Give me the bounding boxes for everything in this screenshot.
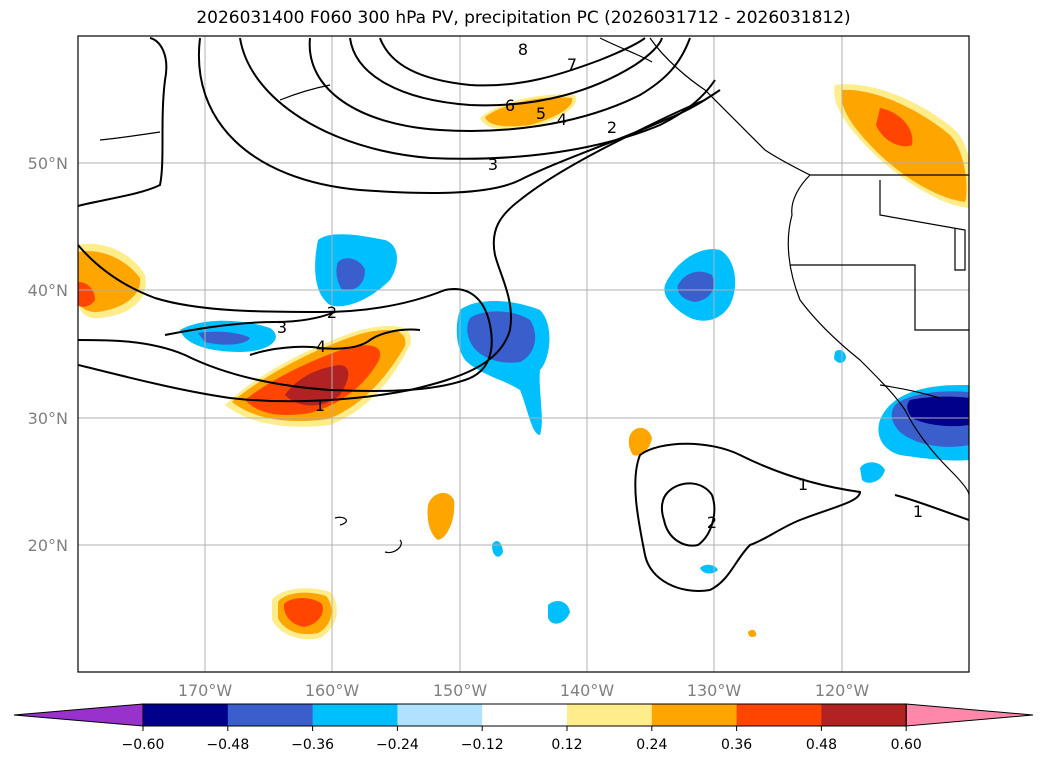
colorbar-tick-label: 0.48 bbox=[806, 737, 837, 753]
lat-label-40n: 40°N bbox=[28, 281, 68, 300]
contour-label: 1 bbox=[315, 396, 325, 415]
lat-label-30n: 30°N bbox=[28, 409, 68, 428]
colorbar-swatch bbox=[227, 704, 314, 726]
lat-labels: 20°N 30°N 40°N 50°N bbox=[28, 154, 68, 555]
colorbar-tick-label: −0.12 bbox=[461, 737, 504, 753]
colorbar-tick-label: 0.12 bbox=[551, 737, 582, 753]
lat-label-20n: 20°N bbox=[28, 536, 68, 555]
colorbar-swatch bbox=[736, 704, 822, 726]
colorbar-tick-label: −0.36 bbox=[291, 737, 334, 753]
plot-area: 8 7 6 5 4 3 2 3 2 4 1 2 1 1 bbox=[78, 36, 969, 672]
lon-label-120w: 120°W bbox=[815, 681, 870, 700]
precip-shading bbox=[78, 84, 969, 640]
colorbar-swatch bbox=[143, 704, 229, 726]
colorbar-swatch bbox=[397, 704, 483, 726]
lon-label-140w: 140°W bbox=[560, 681, 615, 700]
contour-label: 2 bbox=[707, 513, 717, 532]
contour-label: 2 bbox=[607, 118, 617, 137]
contour-labels: 8 7 6 5 4 3 2 3 2 4 1 2 1 1 bbox=[277, 40, 923, 532]
contour-label: 7 bbox=[567, 55, 577, 74]
contour-label: 8 bbox=[518, 40, 528, 59]
colorbar: −0.60 −0.48 −0.36 −0.24 −0.12 0.12 0.24 0.36 0.4… bbox=[13, 703, 1034, 753]
map-title: 2026031400 F060 300 hPa PV, precipitatio… bbox=[196, 8, 851, 28]
lon-label-160w: 160°W bbox=[305, 681, 360, 700]
colorbar-tick-label: 0.36 bbox=[721, 737, 752, 753]
contour-label: 4 bbox=[316, 337, 326, 356]
contour-label: 6 bbox=[505, 96, 515, 115]
colorbar-frame bbox=[142, 703, 907, 727]
plot-frame bbox=[77, 35, 970, 673]
contour-label: 4 bbox=[557, 110, 567, 129]
contour-label: 3 bbox=[277, 318, 287, 337]
contour-label: 1 bbox=[798, 475, 808, 494]
colorbar-swatch bbox=[482, 704, 568, 726]
colorbar-tick-label: −0.24 bbox=[376, 737, 419, 753]
contour-label: 5 bbox=[536, 104, 546, 123]
colorbar-swatch bbox=[567, 704, 653, 726]
colorbar-swatch bbox=[13, 703, 144, 727]
colorbar-swatch bbox=[905, 703, 1034, 727]
contour-label: 1 bbox=[913, 502, 923, 521]
lon-labels: 170°W 160°W 150°W 140°W 130°W 120°W bbox=[178, 681, 870, 700]
colorbar-tick-label: −0.48 bbox=[206, 737, 249, 753]
colorbar-swatch bbox=[312, 704, 398, 726]
contour-label: 3 bbox=[488, 155, 498, 174]
colorbar-swatch bbox=[821, 704, 907, 726]
colorbar-tick-label: 0.24 bbox=[636, 737, 667, 753]
contour-label: 2 bbox=[327, 303, 337, 322]
lon-label-170w: 170°W bbox=[178, 681, 233, 700]
colorbar-tick-label: 0.60 bbox=[891, 737, 922, 753]
colorbar-tick-label: −0.60 bbox=[122, 737, 165, 753]
lon-label-150w: 150°W bbox=[433, 681, 488, 700]
lon-label-130w: 130°W bbox=[687, 681, 742, 700]
coastlines bbox=[99, 37, 969, 554]
pv-contours bbox=[78, 37, 969, 592]
gridlines bbox=[78, 36, 969, 672]
lat-label-50n: 50°N bbox=[28, 154, 68, 173]
colorbar-swatch bbox=[651, 704, 738, 726]
